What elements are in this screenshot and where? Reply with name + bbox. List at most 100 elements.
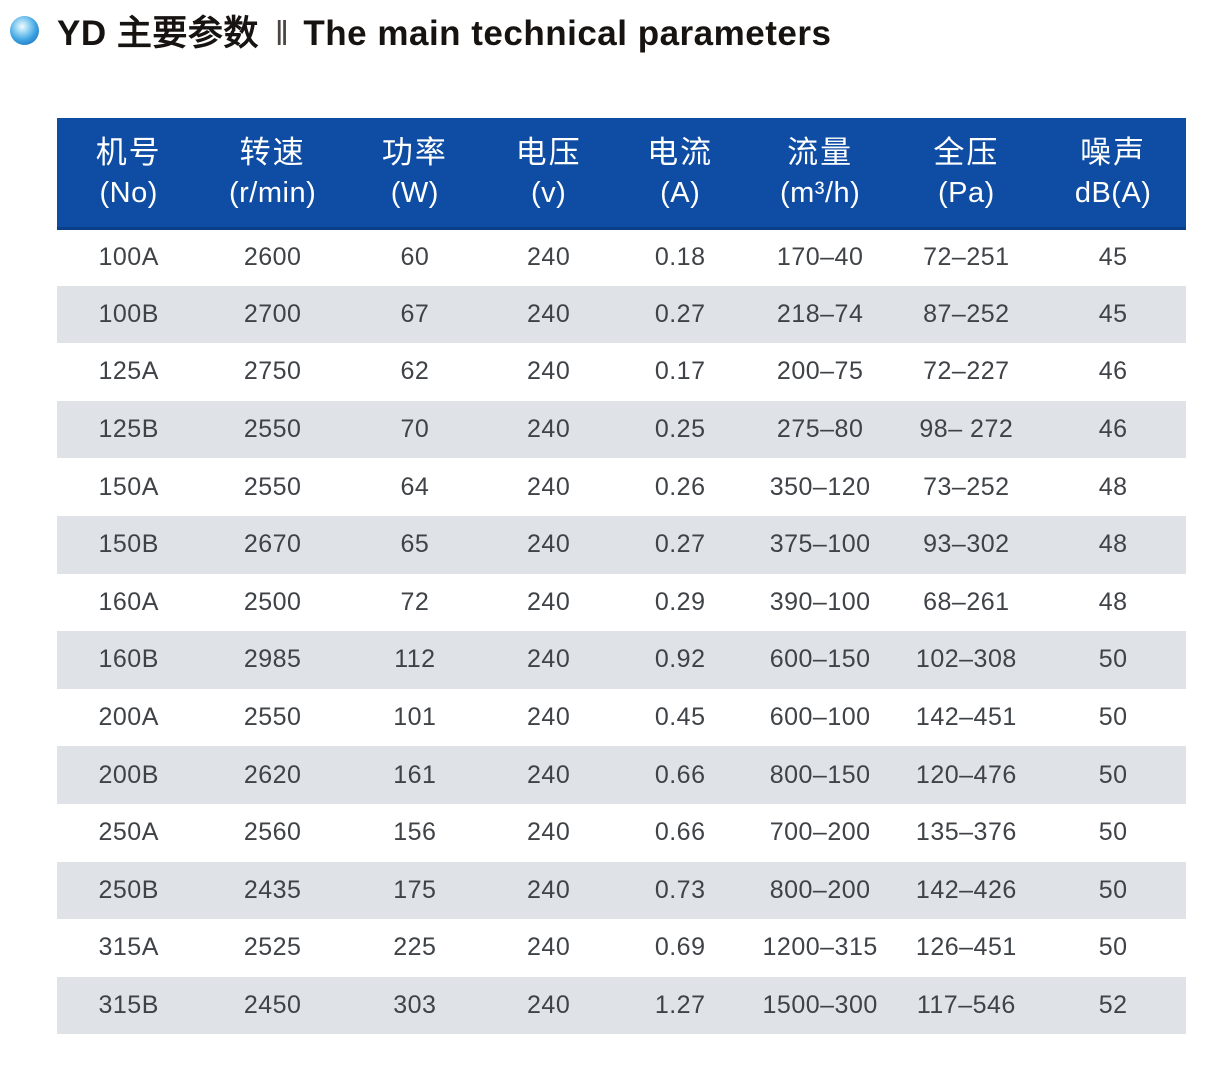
bullet-icon — [10, 15, 39, 45]
column-header-power: 功率 (W) — [344, 118, 485, 230]
table-cell: 240 — [527, 933, 571, 962]
table-header: 机号 (No) 转速 (r/min) 功率 (W) 电压 (v) 电流 (A — [57, 118, 1186, 230]
column-header-model: 机号 (No) — [57, 118, 201, 230]
table-cell: 2550 — [243, 415, 302, 444]
table-cell: 2750 — [243, 357, 302, 386]
table-cell: 1.27 — [654, 991, 706, 1020]
table-row: 200A 2550 101 240 0.45 600–100 142–451 50 — [57, 688, 1186, 747]
table-row: 250B 2435 175 240 0.73 800–200 142–426 50 — [57, 861, 1186, 920]
column-header-unit: (m³/h) — [779, 176, 861, 209]
table-row: 100B 2700 67 240 0.27 218–74 87–252 45 — [57, 285, 1186, 344]
table-cell: 2435 — [243, 875, 302, 904]
table-cell: 142–451 — [915, 703, 1017, 732]
table-cell: 0.27 — [654, 299, 706, 328]
table-cell: 50 — [1098, 645, 1128, 674]
table-cell: 350–120 — [769, 472, 871, 501]
table-cell: 93–302 — [923, 530, 1010, 559]
table-cell: 120–476 — [915, 760, 1017, 789]
column-header-current: 电流 (A) — [612, 118, 748, 230]
table-cell: 70 — [400, 415, 430, 444]
table-cell: 102–308 — [915, 645, 1017, 674]
table-cell: 98– 272 — [919, 415, 1014, 444]
table-cell: 2600 — [243, 243, 302, 272]
table-cell: 2985 — [243, 645, 302, 674]
table-cell: 50 — [1098, 760, 1128, 789]
table-cell: 175 — [393, 875, 437, 904]
table-cell: 72–251 — [923, 243, 1010, 272]
table-cell: 50 — [1098, 875, 1128, 904]
table-cell: 100A — [98, 243, 159, 272]
table-cell: 240 — [527, 415, 571, 444]
column-header-unit: (W) — [390, 176, 439, 209]
table-cell: 161 — [393, 760, 437, 789]
parameters-table: 机号 (No) 转速 (r/min) 功率 (W) 电压 (v) 电流 (A — [57, 118, 1186, 1035]
table-cell: 240 — [527, 991, 571, 1020]
column-header-unit: (No) — [99, 176, 158, 209]
table-cell: 800–150 — [769, 760, 871, 789]
table-row: 125A 2750 62 240 0.17 200–75 72–227 46 — [57, 343, 1186, 401]
table-body: 100A 2600 60 240 0.18 170–40 72–251 45 100B 2700 6… — [57, 228, 1186, 1035]
table-cell: 50 — [1098, 703, 1128, 732]
table-cell: 2700 — [243, 299, 302, 328]
column-header-unit: (A) — [660, 176, 701, 209]
table-cell: 250B — [98, 875, 159, 904]
table-cell: 200–75 — [776, 357, 864, 386]
table-cell: 2670 — [243, 530, 302, 559]
page-title-en: The main technical parameters — [303, 13, 832, 53]
column-header-cn: 功率 — [381, 134, 448, 170]
table-cell: 0.66 — [654, 760, 706, 789]
table-cell: 240 — [527, 472, 571, 501]
table-cell: 150A — [98, 472, 159, 501]
table-cell: 225 — [393, 933, 437, 962]
table-cell: 240 — [527, 818, 571, 847]
table-cell: 700–200 — [769, 818, 871, 847]
title-separator: ‖ — [274, 14, 290, 53]
table-cell: 2450 — [243, 991, 302, 1020]
table-row: 125B 2550 70 240 0.25 275–80 98– 272 46 — [57, 400, 1186, 459]
table-cell: 2525 — [243, 933, 302, 962]
table-cell: 50 — [1098, 933, 1128, 962]
table-row: 100A 2600 60 240 0.18 170–40 72–251 45 — [57, 228, 1186, 286]
table-cell: 240 — [527, 875, 571, 904]
table-cell: 240 — [527, 645, 571, 674]
table-cell: 170–40 — [776, 243, 864, 272]
table-cell: 60 — [400, 243, 430, 272]
column-header-noise: 噪声 dB(A) — [1040, 118, 1186, 230]
table-header-row: 机号 (No) 转速 (r/min) 功率 (W) 电压 (v) 电流 (A — [57, 118, 1186, 230]
table-cell: 65 — [400, 530, 430, 559]
column-header-cn: 流量 — [787, 134, 854, 170]
table-cell: 315B — [98, 991, 159, 1020]
column-header-cn: 电流 — [647, 134, 714, 170]
table-cell: 68–261 — [923, 587, 1010, 616]
column-header-pressure: 全压 (Pa) — [892, 118, 1041, 230]
table-cell: 600–150 — [769, 645, 871, 674]
column-header-speed: 转速 (r/min) — [200, 118, 345, 230]
table-row: 150B 2670 65 240 0.27 375–100 93–302 48 — [57, 515, 1186, 574]
table-cell: 0.29 — [654, 587, 706, 616]
table-row: 160A 2500 72 240 0.29 390–100 68–261 48 — [57, 573, 1186, 632]
table-row: 160B 2985 112 240 0.92 600–150 102–308 50 — [57, 631, 1186, 689]
table-cell: 72 — [400, 587, 430, 616]
table-cell: 135–376 — [915, 818, 1017, 847]
column-header-cn: 转速 — [239, 134, 306, 170]
table-cell: 240 — [527, 299, 571, 328]
column-header-cn: 噪声 — [1080, 134, 1147, 170]
table-cell: 156 — [393, 818, 437, 847]
table-cell: 67 — [400, 299, 430, 328]
table-cell: 45 — [1098, 243, 1128, 272]
table-cell: 142–426 — [915, 875, 1017, 904]
column-header-cn: 电压 — [515, 134, 582, 170]
column-header-voltage: 电压 (v) — [484, 118, 613, 230]
table-row: 315A 2525 225 240 0.69 1200–315 126–451 50 — [57, 919, 1186, 977]
table-cell: 0.45 — [654, 703, 706, 732]
table-cell: 240 — [527, 243, 571, 272]
table-cell: 240 — [527, 587, 571, 616]
page-title-cn: YD 主要参数 — [57, 13, 259, 53]
table-cell: 275–80 — [776, 415, 864, 444]
table-cell: 62 — [400, 357, 430, 386]
table-cell: 240 — [527, 703, 571, 732]
table-cell: 240 — [527, 530, 571, 559]
table-cell: 45 — [1098, 299, 1128, 328]
table-cell: 200A — [98, 703, 159, 732]
page-title: YD 主要参数 ‖ The main technical parameters — [10, 6, 831, 54]
